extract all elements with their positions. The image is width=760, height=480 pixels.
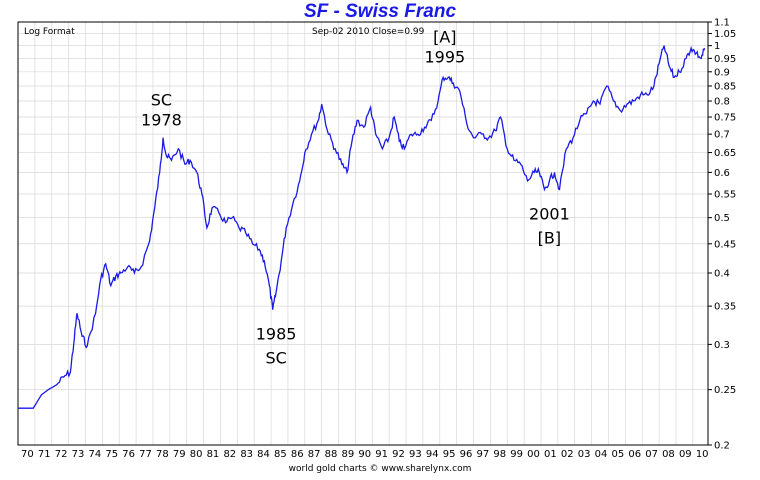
y-tick-label: 0.8	[714, 97, 730, 108]
x-tick-label: 73	[72, 449, 85, 460]
x-tick-label: 71	[38, 449, 51, 460]
x-tick-label: 79	[173, 449, 186, 460]
x-tick-label: 91	[375, 449, 388, 460]
x-tick-label: 99	[510, 449, 523, 460]
x-tick-label: 93	[409, 449, 422, 460]
x-tick-label: 09	[679, 449, 692, 460]
series-line	[18, 45, 706, 409]
annotation-label: [B]	[538, 229, 561, 248]
y-tick-label: 0.6	[714, 168, 730, 179]
x-tick-label: 72	[55, 449, 68, 460]
x-axis: 70 71 72 73 74 75 76 77 78 79 80 81 82 83 84 85 86 87 88 89…	[21, 449, 709, 460]
x-tick-label: 00	[527, 449, 540, 460]
x-tick-label: 75	[105, 449, 118, 460]
y-tick-label: 0.5	[714, 213, 730, 224]
x-tick-label: 84	[257, 449, 270, 460]
x-tick-label: 76	[122, 449, 135, 460]
y-tick-label: 0.95	[714, 54, 736, 65]
x-tick-label: 87	[308, 449, 321, 460]
y-tick-label: 0.45	[714, 239, 736, 250]
x-tick-label: 90	[358, 449, 371, 460]
annotation-label: SC	[151, 91, 172, 110]
y-tick-label: 0.55	[714, 189, 736, 200]
y-tick-label: 1	[714, 41, 720, 52]
info-label: Sep-02 2010 Close=0.99	[312, 27, 425, 37]
annotation-label: SC	[265, 349, 286, 368]
x-tick-label: 82	[223, 449, 236, 460]
x-tick-label: 70	[21, 449, 34, 460]
x-tick-label: 85	[274, 449, 287, 460]
x-tick-label: 94	[426, 449, 439, 460]
x-tick-label: 74	[88, 449, 101, 460]
x-tick-label: 04	[595, 449, 608, 460]
y-axis: 1.11.051 0.95 0.9 0.85 0.8 0.75 0.7 0.65 0.6 0.55…	[708, 18, 736, 452]
x-tick-label: 80	[190, 449, 203, 460]
y-tick-label: 0.35	[714, 302, 736, 313]
x-tick-label: 06	[628, 449, 641, 460]
source-footer: world gold charts © www.sharelynx.com	[289, 464, 472, 474]
y-tick-label: 0.75	[714, 113, 736, 124]
annotation-label: [A]	[433, 28, 456, 47]
x-tick-label: 77	[139, 449, 152, 460]
x-tick-label: 03	[578, 449, 591, 460]
x-tick-label: 81	[207, 449, 220, 460]
y-tick-label: 0.9	[714, 67, 730, 78]
plot-frame	[17, 21, 709, 446]
x-tick-label: 78	[156, 449, 169, 460]
x-tick-label: 95	[443, 449, 456, 460]
y-tick-label: 1.05	[714, 29, 736, 40]
x-tick-label: 96	[460, 449, 473, 460]
annotation-label: 1978	[141, 111, 182, 130]
x-tick-label: 02	[561, 449, 574, 460]
x-tick-label: 97	[477, 449, 490, 460]
y-tick-label: 0.25	[714, 385, 736, 396]
x-tick-label: 10	[696, 449, 709, 460]
x-tick-label: 98	[493, 449, 506, 460]
x-tick-label: 88	[325, 449, 338, 460]
x-tick-label: 07	[645, 449, 658, 460]
y-tick-label: 0.2	[714, 441, 730, 452]
y-tick-label: 0.7	[714, 130, 730, 141]
chart-title: SF - Swiss Franc	[304, 1, 456, 22]
y-tick-label: 0.3	[714, 340, 730, 351]
x-tick-label: 01	[544, 449, 557, 460]
x-tick-label: 86	[291, 449, 304, 460]
annotation-label: 1985	[256, 325, 297, 344]
y-tick-label: 0.4	[714, 269, 730, 280]
annotation-label: 2001	[529, 205, 570, 224]
x-tick-label: 83	[240, 449, 253, 460]
x-tick-label: 08	[662, 449, 675, 460]
y-tick-label: 0.85	[714, 81, 736, 92]
log-format-label: Log Format	[24, 27, 75, 37]
x-tick-label: 89	[342, 449, 355, 460]
x-tick-label: 92	[392, 449, 405, 460]
y-tick-label: 0.65	[714, 148, 736, 159]
x-tick-label: 05	[611, 449, 624, 460]
annotation-label: 1995	[424, 48, 465, 67]
y-tick-label: 1.1	[714, 18, 730, 29]
